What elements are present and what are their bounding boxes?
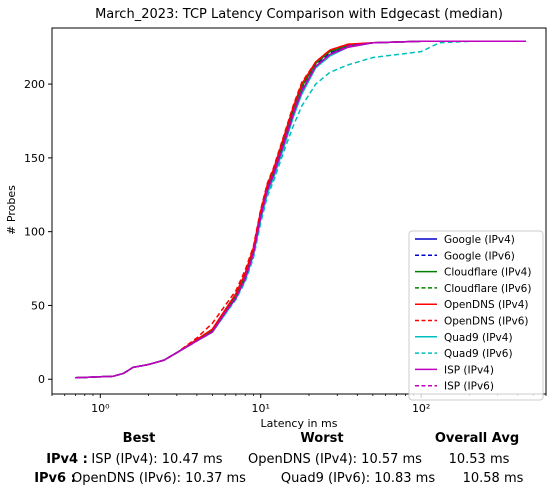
x-axis-label: Latency in ms [261, 417, 338, 430]
best-header: Best [122, 431, 156, 446]
legend: Google (IPv4) Google (IPv6) Cloudflare (IP… [408, 230, 544, 401]
summary-table: Best Worst Overall Avg IPv4 : ISP (IPv4)… [0, 430, 555, 496]
plot-frame [51, 27, 547, 395]
axes: 0 50 100 150 200 10⁰ 10¹ 10² [24, 27, 547, 415]
legend-label-0: Google (IPv4) [444, 234, 515, 246]
ipv4-best-value: ISP (IPv4): 10.47 ms [91, 452, 223, 467]
ipv6-overall-value: 10.58 ms [462, 471, 524, 486]
y-tick-label: 150 [24, 152, 45, 165]
legend-label-6: Quad9 (IPv4) [444, 332, 513, 344]
y-tick-label: 200 [24, 78, 45, 91]
ipv6-worst-value: Quad9 (IPv6): 10.83 ms [280, 471, 436, 486]
ipv4-row-label: IPv4 : [46, 452, 88, 467]
series-line-5 [75, 40, 526, 379]
ipv6-row-label: IPv6 : [34, 471, 76, 486]
legend-label-7: Quad9 (IPv6) [444, 348, 513, 360]
x-tick-label: 10¹ [252, 402, 270, 415]
y-tick-label: 100 [24, 226, 45, 239]
overall-avg-header: Overall Avg [434, 431, 520, 446]
legend-label-9: ISP (IPv6) [444, 381, 494, 393]
legend-label-5: OpenDNS (IPv6) [444, 316, 529, 328]
worst-header: Worst [300, 431, 344, 446]
ipv4-overall-value: 10.53 ms [448, 452, 510, 467]
legend-label-1: Google (IPv6) [444, 250, 515, 262]
y-tick-label: 0 [38, 373, 45, 386]
legend-box [408, 230, 544, 401]
series-line-9 [75, 40, 526, 379]
ipv4-worst-value: OpenDNS (IPv4): 10.57 ms [248, 452, 422, 467]
ipv6-best-value: OpenDNS (IPv6): 10.37 ms [72, 471, 246, 486]
y-axis-label: # Probes [5, 185, 18, 235]
legend-label-3: Cloudflare (IPv6) [444, 283, 531, 295]
legend-label-2: Cloudflare (IPv4) [444, 267, 531, 279]
x-tick-label: 10⁰ [91, 402, 110, 415]
series-line-8 [75, 40, 526, 379]
legend-label-8: ISP (IPv4) [444, 364, 494, 376]
latency-cdf-chart: March_2023: TCP Latency Comparison with … [5, 7, 547, 430]
chart-title: March_2023: TCP Latency Comparison with … [95, 7, 503, 22]
legend-label-4: OpenDNS (IPv4) [444, 299, 529, 311]
y-tick-label: 50 [31, 299, 45, 312]
plot-area [75, 40, 526, 379]
x-tick-label: 10² [412, 402, 430, 415]
